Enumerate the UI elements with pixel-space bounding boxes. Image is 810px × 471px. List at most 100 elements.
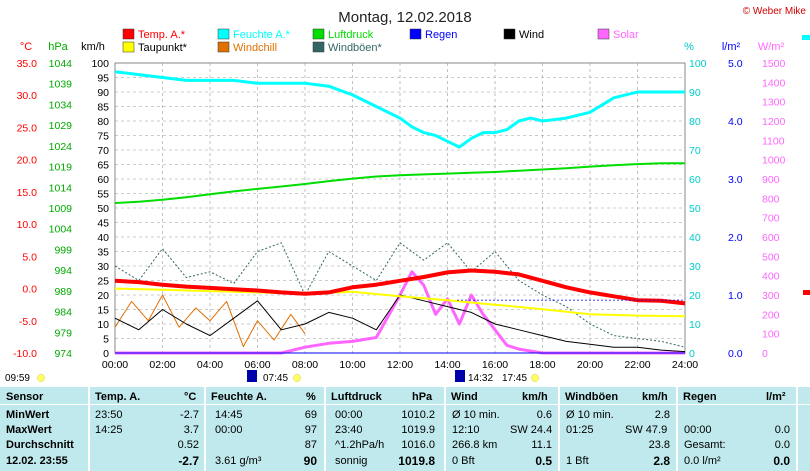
- humidity-tick-label: 10: [689, 319, 701, 331]
- table-cell: 11.1: [531, 439, 552, 451]
- rain-tick-label: 2.0: [728, 232, 743, 244]
- table-cell: 3.7: [183, 424, 199, 436]
- table-cell: SW 24.4: [510, 424, 553, 436]
- table-cell: 0.0: [774, 439, 790, 451]
- table-cell: MaxWert: [6, 424, 52, 436]
- solar-tick-label: 1500: [762, 58, 786, 70]
- wind-tick-label: 10: [97, 319, 109, 331]
- legend-swatch: [312, 28, 325, 40]
- solar-tick-label: 1400: [762, 77, 786, 89]
- table-cell: 00:00: [335, 409, 363, 421]
- table-cell: 0.0 l/m²: [684, 455, 721, 467]
- rain-tick-label: 5.0: [728, 58, 743, 70]
- wind-tick-label: 65: [97, 160, 109, 172]
- table-cell: 14:25: [95, 424, 123, 436]
- col-rain-header: Regen: [683, 391, 717, 403]
- table-cell: 00:00: [684, 424, 712, 436]
- legend-label: Wind: [519, 29, 544, 41]
- col-hum-header: Feuchte A.: [211, 391, 267, 403]
- temp-tick-label: 0.0: [22, 284, 37, 296]
- col-press-header: Luftdruck: [331, 391, 382, 403]
- table-cell: 2.8: [653, 454, 670, 468]
- table-cell: Ø 10 min.: [566, 409, 614, 421]
- legend-swatch: [122, 28, 135, 40]
- series-line: [114, 294, 306, 348]
- legend-label: Regen: [425, 29, 457, 41]
- wind-tick-label: 5: [103, 334, 109, 346]
- solar-axis-unit: W/m²: [758, 41, 785, 53]
- legend-swatch: [409, 28, 422, 40]
- legend-label: Taupunkt*: [138, 42, 188, 54]
- legend-label: Windböen*: [328, 42, 383, 54]
- wind-tick-label: 30: [97, 261, 109, 273]
- pressure-tick-label: 1039: [49, 79, 73, 91]
- table-cell: 23:40: [335, 424, 363, 436]
- weather-chart: Montag, 12.02.2018 © Weber Mike Temp. A.* F…: [5, 6, 810, 384]
- table-cell: 266.8 km: [452, 439, 498, 451]
- wind-tick-label: 25: [97, 276, 109, 288]
- legend-label: Feuchte A.*: [233, 29, 291, 41]
- x-tick-label: 12:00: [387, 359, 413, 371]
- col-rain-unit: l/m²: [766, 391, 786, 403]
- stats-table: Sensor Temp. A. °C Feuchte A. % Luftdruc…: [0, 387, 810, 471]
- table-cell: 2.8: [654, 409, 670, 421]
- x-tick-label: 10:00: [339, 359, 365, 371]
- legend-swatch: [122, 41, 135, 53]
- table-cell: Ø 10 min.: [452, 409, 500, 421]
- sunrise-label: 07:45: [263, 373, 288, 384]
- humidity-tick-label: 0: [689, 348, 695, 360]
- table-cell: 23:50: [95, 409, 123, 421]
- pressure-tick-label: 1004: [49, 224, 73, 236]
- table-cell: 1 Bft: [566, 455, 589, 467]
- temp-tick-label: 30.0: [17, 90, 38, 102]
- rain-tick-label: 3.0: [728, 174, 743, 186]
- table-cell: 97: [304, 424, 317, 436]
- x-tick-label: 02:00: [149, 359, 175, 371]
- series-line: [115, 270, 685, 355]
- pressure-tick-label: 1044: [49, 58, 73, 70]
- table-cell: 01:25: [566, 424, 594, 436]
- series-line: [114, 70, 685, 149]
- wind-tick-label: 75: [97, 131, 109, 143]
- wind-tick-label: 85: [97, 102, 109, 114]
- wind-tick-label: 0: [103, 348, 109, 360]
- humidity-tick-label: 90: [689, 87, 701, 99]
- table-cell: 1010.2: [401, 409, 435, 421]
- wind-tick-label: 55: [97, 189, 109, 201]
- wind-tick-label: 15: [97, 305, 109, 317]
- x-tick-label: 24:00: [672, 359, 698, 371]
- wind-tick-label: 20: [97, 290, 109, 302]
- table-cell: SW 47.9: [625, 424, 668, 436]
- table-cell: 3.61 g/m³: [215, 455, 262, 467]
- humidity-tick-label: 20: [689, 290, 701, 302]
- wind-tick-label: 100: [91, 58, 109, 70]
- temp-axis-unit: °C: [20, 41, 32, 53]
- wind-tick-label: 60: [97, 174, 109, 186]
- solar-peak-icon: [455, 370, 465, 382]
- pressure-tick-label: 984: [54, 307, 72, 319]
- solar-tick-label: 200: [762, 309, 780, 321]
- humidity-axis-unit: %: [684, 41, 694, 53]
- wind-tick-label: 95: [97, 73, 109, 85]
- table-cell: 1019.8: [398, 454, 435, 468]
- wind-tick-label: 40: [97, 232, 109, 244]
- table-cell: 69: [304, 409, 317, 421]
- table-cell: 14:45: [215, 409, 243, 421]
- x-tick-label: 20:00: [577, 359, 603, 371]
- solar-peak-label: 14:32: [468, 373, 493, 384]
- pressure-tick-label: 1014: [49, 182, 73, 194]
- x-tick-label: 22:00: [624, 359, 650, 371]
- table-cell: 0.6: [536, 409, 552, 421]
- wind-axis-unit: km/h: [81, 41, 105, 53]
- col-wind-unit: km/h: [522, 391, 548, 403]
- solar-tick-label: 1200: [762, 116, 786, 128]
- solar-tick-label: 1100: [762, 135, 785, 147]
- col-temp-unit: °C: [184, 391, 197, 403]
- legend-label: Solar: [613, 29, 639, 41]
- temp-tick-label: 15.0: [17, 187, 38, 199]
- humidity-tick-label: 50: [689, 203, 701, 215]
- solar-tick-label: 0: [762, 348, 768, 360]
- legend-label: Temp. A.*: [138, 29, 186, 41]
- pressure-tick-label: 1024: [49, 141, 73, 153]
- legend-label: Windchill: [233, 42, 277, 54]
